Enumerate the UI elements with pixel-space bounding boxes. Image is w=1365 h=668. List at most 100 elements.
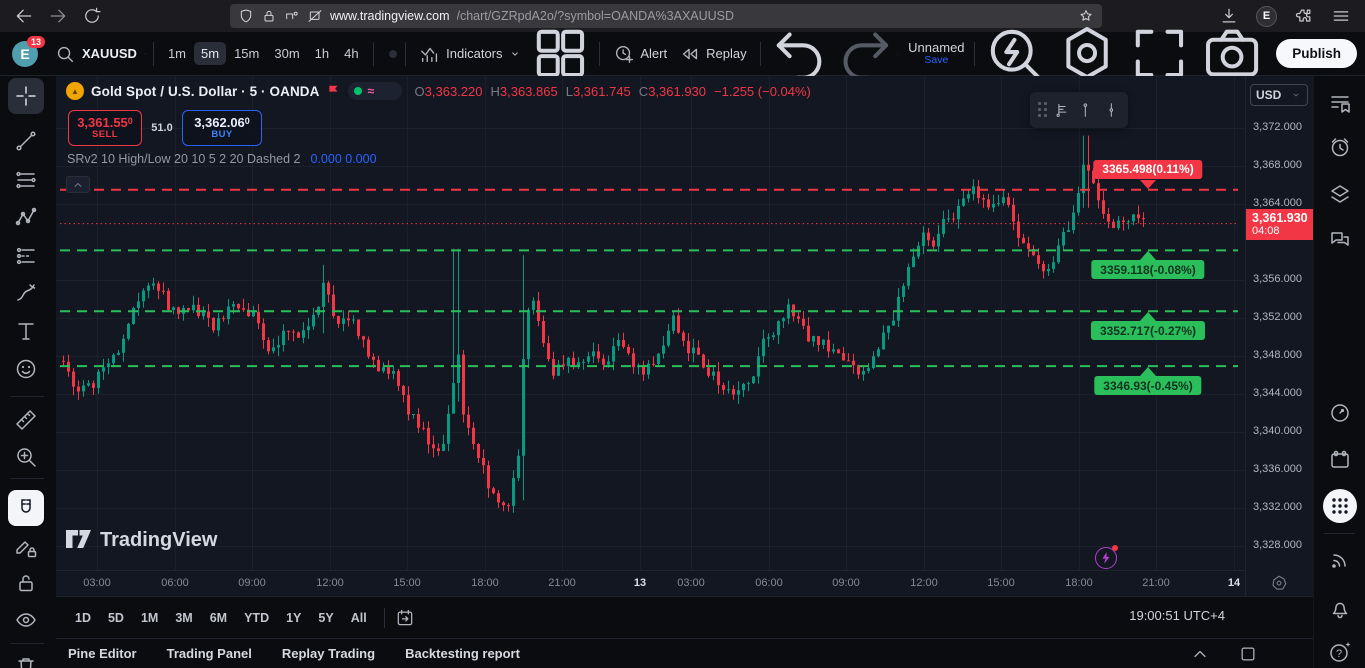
timeframe-15m[interactable]: 15m (234, 46, 260, 61)
magnet-tool-icon[interactable] (14, 496, 38, 520)
currency-selector[interactable]: USD (1250, 84, 1308, 106)
price-axis[interactable]: USD 3,372.000 3,368.000 3,364.000 3,356.000… (1245, 76, 1314, 596)
indicator-legend[interactable]: SRv2 10 High/Low 20 10 5 2 20 Dashed 2 0… (67, 152, 377, 166)
buy-button[interactable]: 3,362.060 BUY (182, 110, 262, 146)
server-clock[interactable]: 19:00:51 UTC+4 (1129, 608, 1225, 623)
alert-button[interactable]: Alert (607, 39, 673, 69)
volume-profile-icon[interactable] (1054, 99, 1071, 121)
hide-drawings-eye-icon[interactable] (14, 608, 38, 632)
drawing-mode-tool-icon[interactable] (14, 535, 38, 559)
chart-style-button[interactable] (381, 50, 389, 58)
zoom-in-tool-icon[interactable] (14, 445, 38, 469)
help-icon[interactable]: ? (1328, 640, 1352, 664)
browser-profile-avatar[interactable]: E (1256, 5, 1277, 27)
notifications-bell-icon[interactable] (1328, 596, 1352, 620)
range-5y[interactable]: 5Y (318, 610, 334, 625)
range-3m[interactable]: 3M (175, 610, 193, 625)
trend-line-tool-icon[interactable] (14, 129, 38, 153)
range-1d[interactable]: 1D (75, 610, 91, 625)
fullscreen-icon[interactable] (1127, 21, 1192, 86)
downloads-icon[interactable] (1219, 6, 1239, 26)
measure-tool-icon[interactable] (14, 408, 38, 432)
emoji-tool-icon[interactable] (14, 357, 38, 381)
remove-drawings-trash-icon[interactable] (14, 654, 38, 668)
replay-button[interactable]: Replay (673, 39, 752, 69)
expand-panel-icon[interactable] (1190, 644, 1210, 664)
goto-date-icon[interactable] (395, 608, 415, 628)
timeframe-1h[interactable]: 1h (314, 46, 330, 61)
lock-icon[interactable] (261, 8, 277, 24)
brush-tool-icon[interactable] (14, 281, 38, 305)
range-ytd[interactable]: YTD (244, 610, 270, 625)
indicators-button[interactable]: Indicators (413, 39, 527, 69)
range-all[interactable]: All (350, 610, 367, 625)
layout-name-button[interactable]: Unnamed Save (908, 41, 964, 66)
chart-style-dropdown-icon[interactable] (397, 46, 398, 62)
drag-handle[interactable] (1038, 102, 1048, 118)
panel-tab-replay-trading[interactable]: Replay Trading (281, 646, 376, 661)
publish-button[interactable]: Publish (1276, 39, 1357, 68)
flash-news-icon[interactable] (1095, 545, 1118, 569)
price-line-icon[interactable] (1103, 99, 1120, 121)
extensions-icon[interactable] (1294, 6, 1314, 26)
text-tool-icon[interactable] (14, 319, 38, 343)
shield-icon[interactable] (238, 8, 254, 24)
collapse-indicator-button[interactable] (66, 176, 90, 193)
timeframe-30m[interactable]: 30m (274, 46, 300, 61)
symbol-title[interactable]: Gold Spot / U.S. Dollar · 5 · OANDA (91, 83, 320, 99)
timeframe-4h[interactable]: 4h (344, 46, 359, 61)
time-axis[interactable]: 03:00 06:00 09:00 12:00 15:00 18:00 21:00 13 03:… (56, 570, 1245, 596)
symbol-search-button[interactable]: XAUUSD (46, 39, 145, 69)
menu-icon[interactable] (1331, 6, 1351, 26)
candlestick-canvas[interactable] (56, 76, 1245, 570)
object-tree-layers-icon[interactable] (1328, 182, 1352, 206)
layout-dropdown-icon[interactable] (966, 46, 968, 62)
layout-grid-icon[interactable] (528, 21, 593, 86)
snapshot-camera-icon[interactable] (1200, 21, 1264, 85)
timeframe-dropdown-icon[interactable] (365, 46, 367, 62)
maximize-panel-icon[interactable] (1238, 644, 1258, 664)
apps-grid-button[interactable] (1323, 489, 1357, 523)
screener-radar-icon[interactable] (1328, 401, 1352, 425)
back-icon[interactable] (14, 6, 34, 26)
watchlist-icon[interactable] (1328, 91, 1352, 115)
forward-icon[interactable] (48, 6, 68, 26)
url-bar[interactable]: www.tradingview.com/chart/GZRpdA2o/?symb… (230, 4, 1102, 28)
permissions-icon[interactable] (284, 8, 300, 24)
panel-tab-trading-panel[interactable]: Trading Panel (166, 646, 252, 661)
broadcast-icon[interactable] (1328, 548, 1352, 572)
range-1y[interactable]: 1Y (286, 610, 302, 625)
panel-tab-pine-editor[interactable]: Pine Editor (68, 646, 137, 661)
chart-pane[interactable]: 3365.498(0.11%) 3359.118(-0.08%) 3352.717(… (56, 76, 1245, 570)
compare-add-icon[interactable] (145, 43, 146, 65)
horizontal-lines-tool-icon[interactable] (14, 168, 38, 192)
flag-icon[interactable] (327, 84, 341, 98)
bookmark-star-icon[interactable] (1078, 8, 1094, 24)
sell-button[interactable]: 3,361.550 SELL (68, 110, 142, 146)
range-1m[interactable]: 1M (140, 610, 159, 625)
alerts-clock-icon[interactable] (1328, 135, 1352, 159)
range-6m[interactable]: 6M (209, 610, 228, 625)
panel-tab-backtesting-report[interactable]: Backtesting report (405, 646, 520, 661)
lock-drawings-tool-icon[interactable] (14, 571, 38, 595)
chat-icon[interactable] (1328, 228, 1352, 252)
projection-tool-icon[interactable] (14, 244, 38, 268)
reload-icon[interactable] (82, 6, 102, 26)
blocked-content-icon[interactable] (307, 8, 323, 24)
quick-search-icon[interactable] (982, 21, 1047, 86)
toolbar-divider (152, 41, 154, 66)
timeframe-5m[interactable]: 5m (194, 42, 227, 65)
status-pill[interactable]: ≈ (347, 82, 402, 100)
crosshair-tool-icon[interactable] (14, 84, 38, 108)
timeframe-1m[interactable]: 1m (167, 46, 187, 61)
save-label[interactable]: Save (924, 53, 949, 66)
range-5d[interactable]: 5D (107, 610, 124, 625)
chart-style-hollow-button[interactable] (389, 49, 398, 58)
user-avatar[interactable]: E 13 (12, 35, 45, 67)
vertical-line-icon[interactable] (1077, 99, 1094, 121)
floating-drawing-toolbar[interactable] (1030, 92, 1128, 128)
calendar-icon[interactable] (1328, 448, 1352, 472)
axis-settings-icon[interactable] (1270, 574, 1288, 592)
layout-select-checkbox-icon[interactable] (897, 45, 899, 63)
pattern-tool-icon[interactable] (14, 206, 38, 230)
